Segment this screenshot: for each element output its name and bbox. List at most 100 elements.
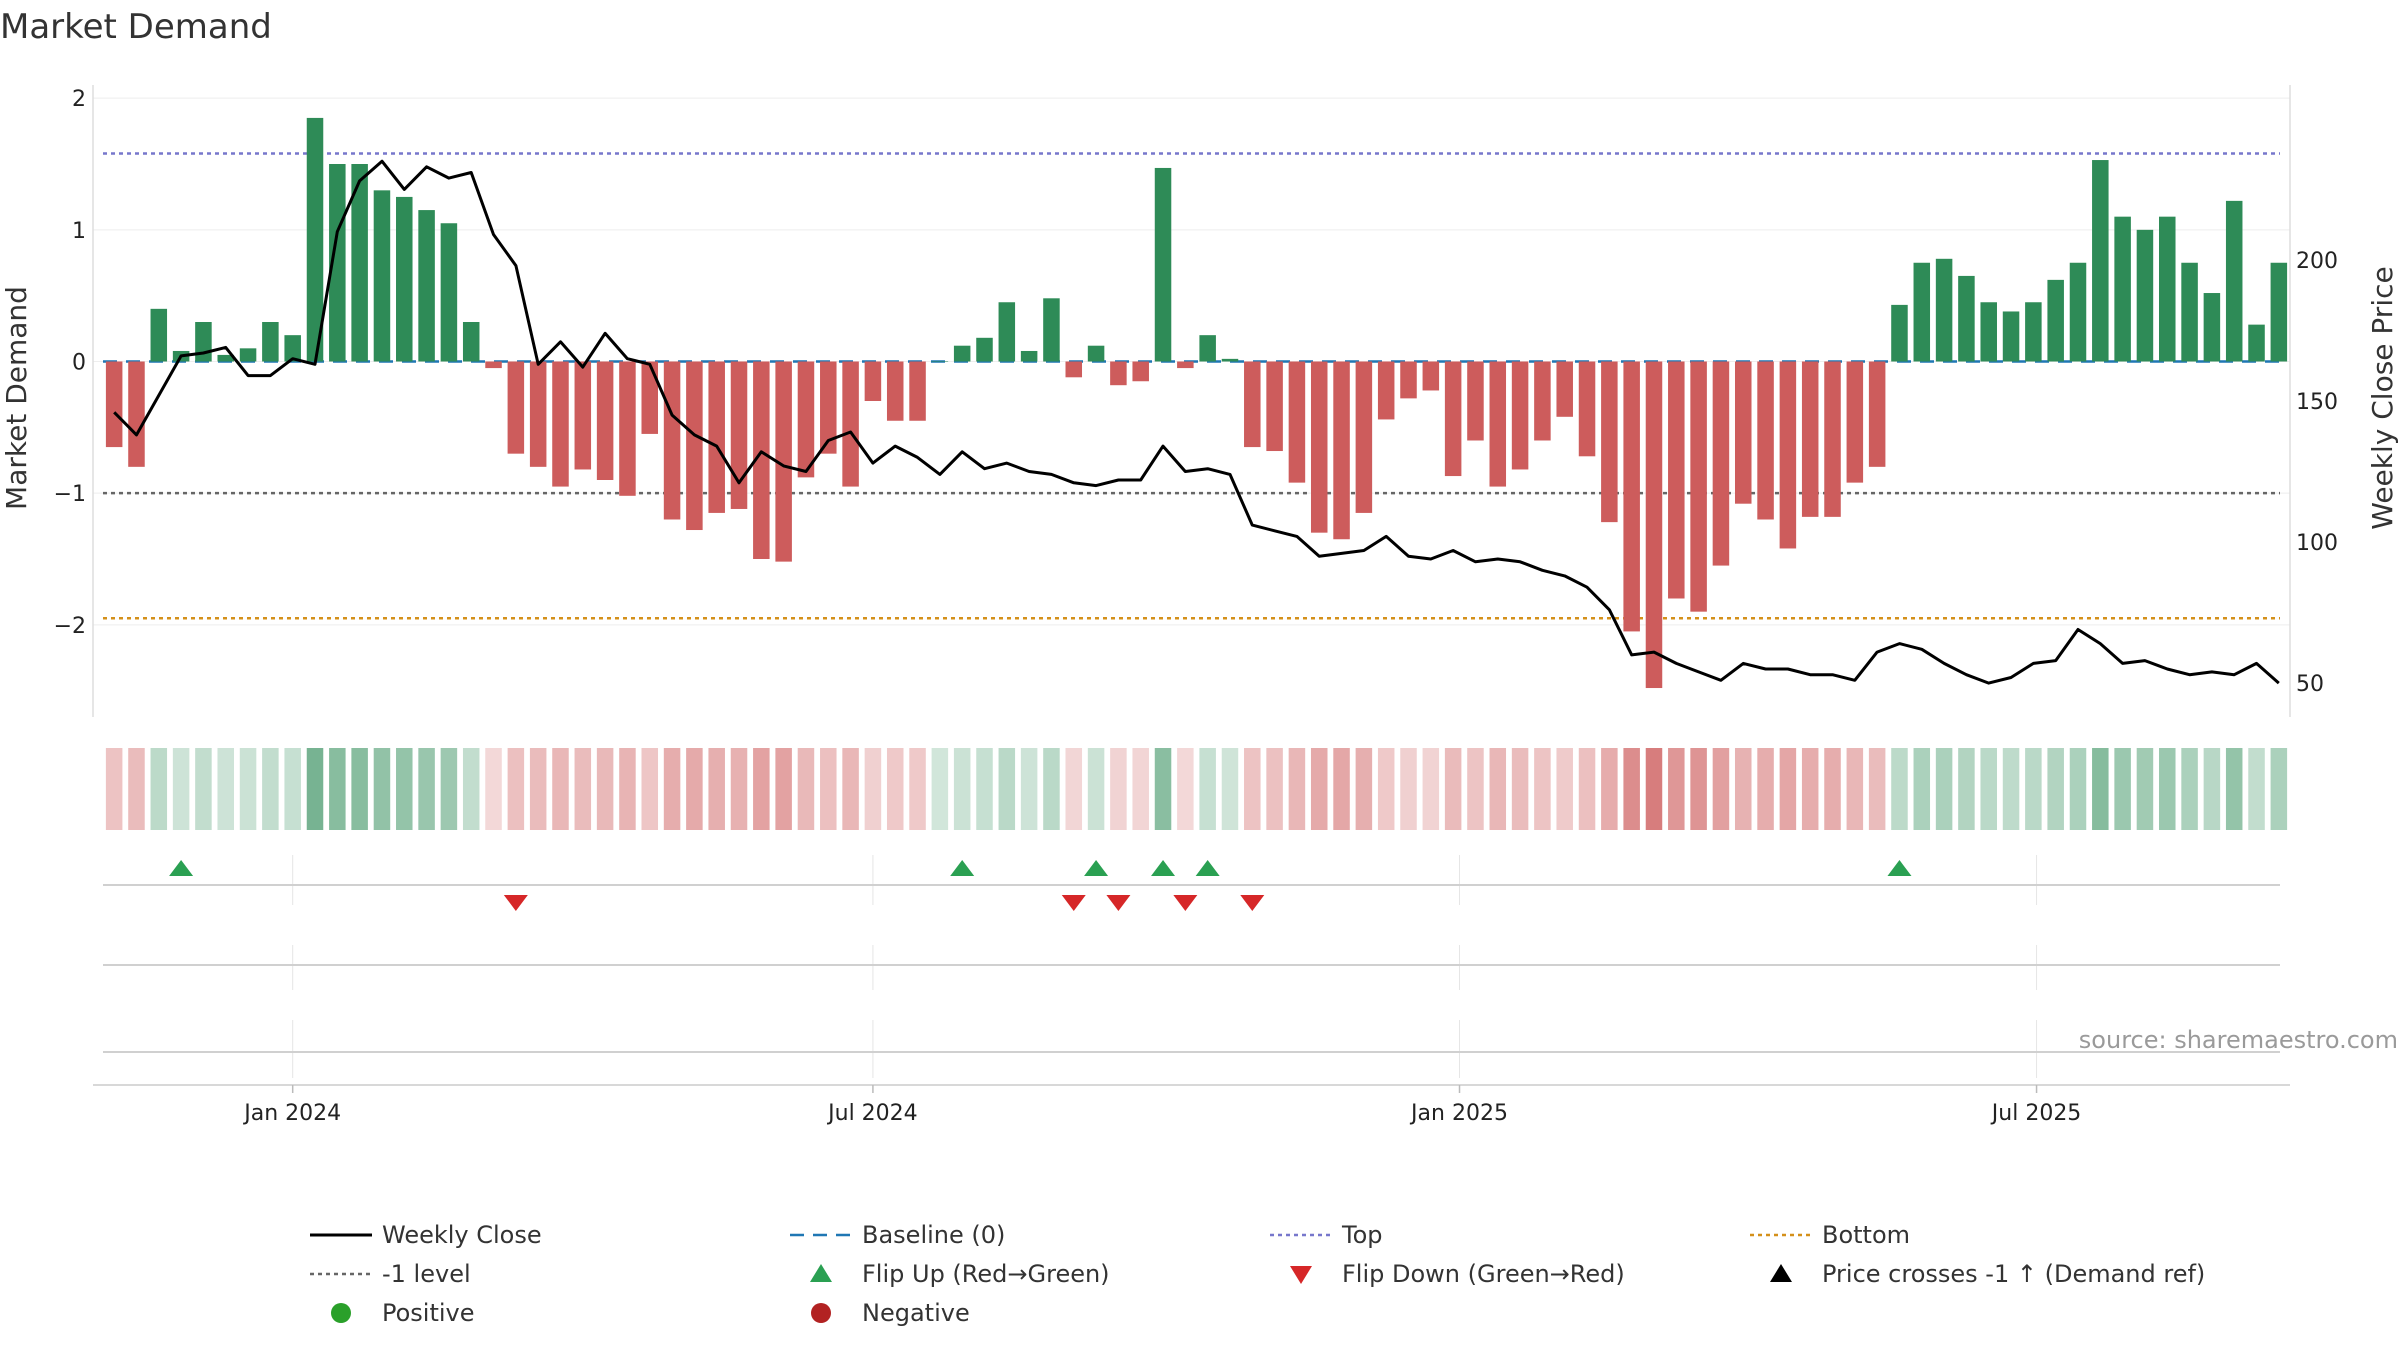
heat-cell [1355, 748, 1373, 830]
heat-cell [1132, 748, 1149, 830]
demand-bar [1534, 361, 1551, 441]
heat-cell [574, 748, 592, 830]
heat-cell [998, 748, 1016, 830]
demand-bar [1266, 361, 1283, 452]
legend-item: Baseline (0) [790, 1221, 1005, 1249]
heat-cell [1690, 748, 1707, 830]
demand-bar [1288, 361, 1306, 483]
demand-bar [1556, 361, 1573, 417]
legend-swatch [1770, 1264, 1792, 1282]
heat-cell [150, 748, 168, 830]
heat-cell [1244, 748, 1261, 830]
legend-item: Bottom [1750, 1221, 1910, 1249]
heat-cell [2069, 748, 2087, 830]
legend-swatch [811, 1303, 831, 1323]
demand-bar [306, 117, 324, 362]
legend-item: -1 level [310, 1260, 471, 1288]
heat-cell [284, 748, 301, 830]
heat-cell [1601, 748, 1618, 830]
demand-bar [507, 361, 525, 454]
demand-bar [150, 308, 168, 362]
heat-cell [619, 748, 636, 830]
heat-cell [440, 748, 458, 830]
heat-cell [753, 748, 770, 830]
flip-up-marker [1084, 860, 1109, 876]
demand-bar [529, 361, 547, 467]
legend-swatch [331, 1303, 351, 1323]
demand-bar [1913, 262, 1931, 362]
demand-bar [730, 361, 748, 509]
heat-cell [1043, 748, 1060, 830]
demand-bar [351, 164, 368, 362]
heat-cell [1310, 748, 1328, 830]
y2-tick-label: 50 [2296, 672, 2324, 697]
demand-bar [1444, 361, 1462, 477]
demand-bar [1467, 361, 1484, 441]
demand-bar [2092, 160, 2109, 362]
heat-cell [1868, 748, 1886, 830]
legend-label: Negative [862, 1299, 970, 1327]
heat-cell [2114, 748, 2131, 830]
demand-bar [2181, 262, 2198, 362]
demand-bar [1601, 361, 1618, 523]
demand-bar [239, 348, 257, 362]
demand-bar [1868, 361, 1886, 467]
y-tick-label: 0 [72, 351, 86, 376]
legend-label: -1 level [382, 1260, 471, 1288]
y-tick-label: 1 [72, 219, 86, 244]
heat-cell [2002, 748, 2020, 830]
demand-bar [1154, 167, 1172, 362]
demand-bar [2002, 311, 2020, 362]
demand-bar [1132, 361, 1149, 382]
heat-cell [217, 748, 234, 830]
demand-bar [1489, 361, 1507, 487]
heat-cell [2225, 748, 2243, 830]
demand-bar [396, 196, 413, 362]
heat-cell [1935, 748, 1953, 830]
x-tick-label: Jan 2024 [242, 1101, 341, 1126]
demand-bar [820, 361, 837, 454]
legend-label: Top [1341, 1221, 1383, 1249]
demand-bar [641, 361, 659, 434]
demand-bar [909, 361, 926, 421]
demand-bar [1333, 361, 1350, 540]
heat-cell [909, 748, 926, 830]
heat-cell [1087, 748, 1105, 830]
heat-cell [396, 748, 413, 830]
heat-cell [953, 748, 971, 830]
heat-cell [1801, 748, 1819, 830]
heat-cell [485, 748, 502, 830]
heat-cell [529, 748, 547, 830]
flip-down-marker [1240, 895, 1265, 911]
heat-cell [239, 748, 257, 830]
demand-bar [1043, 298, 1060, 362]
legend-item: Positive [331, 1299, 475, 1327]
demand-bar [663, 361, 681, 520]
flip-up-marker [1195, 860, 1220, 876]
heat-cell [105, 748, 123, 830]
demand-bar [2248, 324, 2265, 362]
y-tick-label: −2 [54, 614, 86, 639]
chart-title: Market Demand [0, 7, 272, 47]
demand-bar [998, 302, 1016, 362]
legend-label: Weekly Close [382, 1221, 542, 1249]
heat-cell [351, 748, 368, 830]
heat-cell [1199, 748, 1216, 830]
demand-bar [373, 190, 391, 362]
y2-tick-label: 100 [2296, 531, 2338, 556]
heat-cell [1980, 748, 1997, 830]
heat-cell [775, 748, 792, 830]
demand-bar [2047, 279, 2064, 362]
heat-cell [931, 748, 949, 830]
demand-bar [1712, 361, 1730, 566]
demand-bar [1020, 350, 1038, 362]
heat-cell [462, 748, 480, 830]
demand-bar [1087, 345, 1105, 362]
legend-label: Price crosses -1 ↑ (Demand ref) [1822, 1260, 2205, 1288]
heat-cell [552, 748, 569, 830]
flip-down-marker [503, 895, 528, 911]
heat-cell [2181, 748, 2198, 830]
demand-bar [1935, 258, 1953, 362]
demand-bar [1221, 358, 1239, 362]
demand-bar [1578, 361, 1596, 457]
